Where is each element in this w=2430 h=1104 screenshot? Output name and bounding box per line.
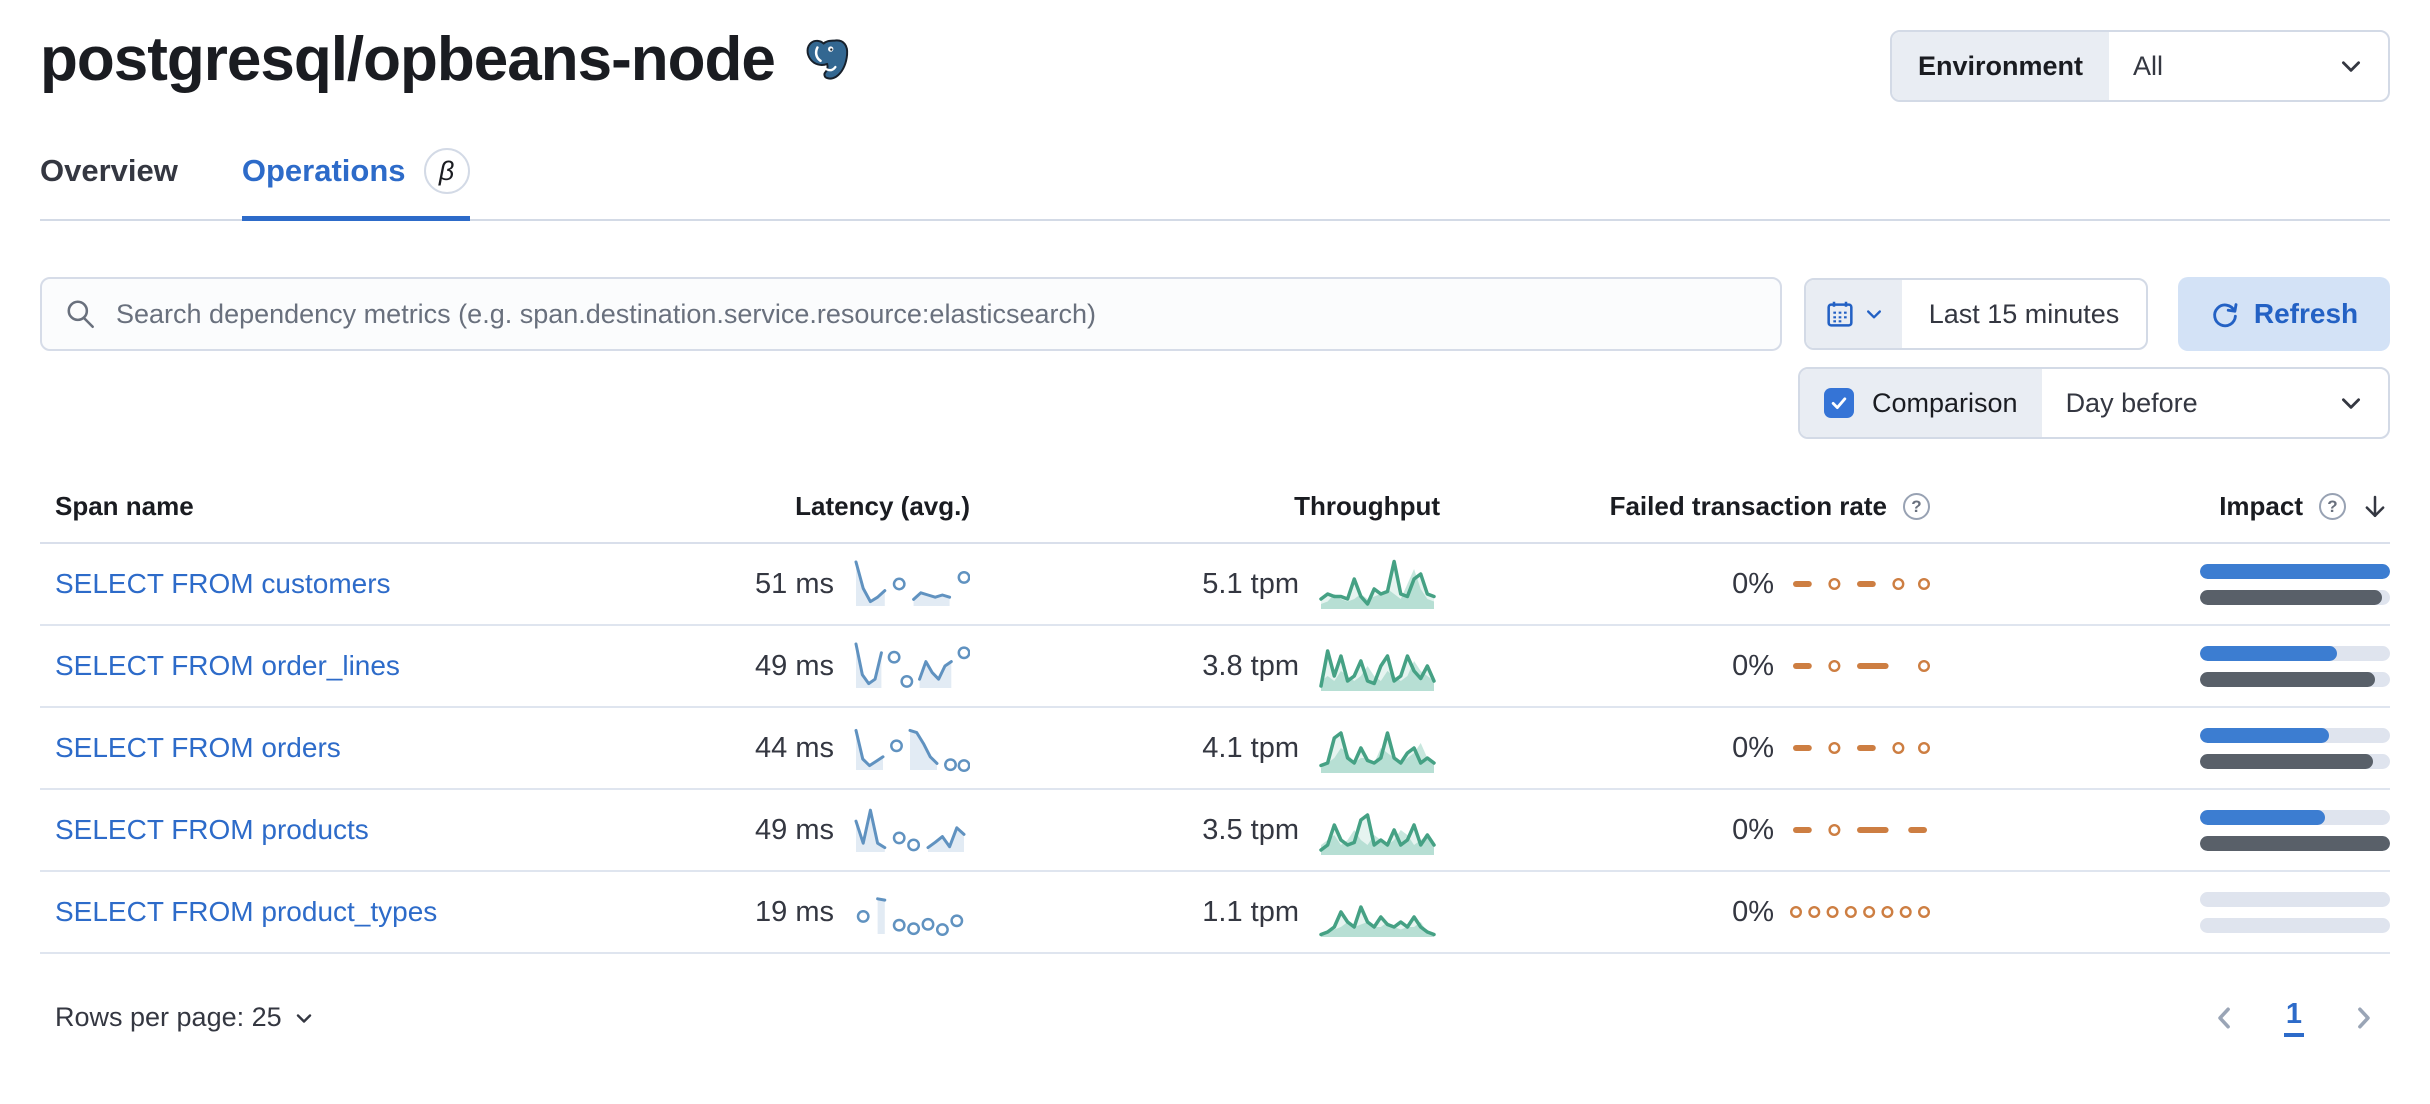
tab-overview[interactable]: Overview [40,148,178,221]
beta-badge: β [423,148,470,194]
failed-rate-sparkline [1790,648,1930,684]
latency-value: 19 ms [755,895,834,928]
chevron-down-icon [292,1006,316,1030]
comparison-label: Comparison [1872,387,2018,418]
table-header: Span name Latency (avg.) Throughput Fail… [40,491,2390,544]
page-header: postgresql/opbeans-node Environment All [40,25,2390,102]
latency-sparkline [850,638,970,694]
throughput-sparkline [1315,553,1440,615]
failed-rate-value: 0% [1732,649,1774,682]
failed-rate-value: 0% [1732,895,1774,928]
comparison-toggle[interactable]: Comparison [1800,369,2042,437]
failed-rate-sparkline [1790,730,1930,766]
col-latency[interactable]: Latency (avg.) [795,491,970,521]
table-row: SELECT FROM orders 44 ms 4.1 tpm 0% [40,708,2390,790]
throughput-sparkline [1315,635,1440,697]
failed-rate-value: 0% [1732,813,1774,846]
table-footer: Rows per page: 25 1 [40,998,2390,1037]
throughput-value: 5.1 tpm [1202,567,1299,600]
calendar-icon [1824,298,1856,330]
comparison-row: Comparison Day before [40,367,2390,439]
next-page-button[interactable] [2348,1003,2378,1033]
comparison-value: Day before [2065,387,2198,418]
throughput-sparkline [1315,881,1440,943]
throughput-sparkline [1315,717,1440,779]
environment-value: All [2133,50,2164,81]
span-link[interactable]: SELECT FROM order_lines [55,650,400,681]
impact-bars [2200,645,2390,687]
latency-sparkline [850,720,970,776]
table-row: SELECT FROM product_types 19 ms 1.1 tpm … [40,872,2390,954]
refresh-button[interactable]: Refresh [2178,277,2390,351]
chevron-down-icon [1864,304,1884,324]
throughput-value: 3.8 tpm [1202,649,1299,682]
refresh-label: Refresh [2253,298,2359,329]
operations-table: Span name Latency (avg.) Throughput Fail… [40,491,2390,954]
chevron-down-icon [2338,390,2364,416]
failed-rate-sparkline [1790,566,1930,602]
tab-operations-label: Operations [241,153,406,188]
table-row: SELECT FROM products 49 ms 3.5 tpm 0% [40,790,2390,872]
info-icon[interactable]: ? [2319,493,2346,520]
latency-value: 49 ms [755,813,834,846]
previous-page-button[interactable] [2210,1003,2240,1033]
tab-operations[interactable]: Operations β [241,148,470,221]
latency-sparkline [850,802,970,858]
tab-overview-label: Overview [40,153,178,188]
info-icon[interactable]: ? [1903,493,1930,520]
page-number-1[interactable]: 1 [2283,998,2304,1037]
col-span-name[interactable]: Span name [55,491,194,521]
latency-value: 49 ms [755,649,834,682]
dependency-operations-page: postgresql/opbeans-node Environment All [40,25,2390,1037]
rows-per-page-button[interactable]: Rows per page: 25 [55,1002,316,1033]
col-impact[interactable]: Impact? [1930,491,2390,522]
impact-bars [2200,563,2390,605]
span-link[interactable]: SELECT FROM products [55,814,369,845]
comparison-select[interactable]: Day before [2042,369,2388,437]
latency-value: 44 ms [755,731,834,764]
date-picker-quick-menu[interactable] [1806,280,1902,348]
environment-select[interactable]: Environment All [1890,30,2390,102]
failed-rate-sparkline [1790,812,1930,848]
throughput-sparkline [1315,799,1440,861]
throughput-value: 4.1 tpm [1202,731,1299,764]
impact-bars [2200,727,2390,769]
table-row: SELECT FROM order_lines 49 ms 3.8 tpm 0% [40,626,2390,708]
chevron-down-icon [2338,53,2364,79]
tabs: Overview Operations β [40,148,2390,221]
latency-sparkline [850,556,970,612]
latency-sparkline [850,884,970,940]
failed-rate-value: 0% [1732,731,1774,764]
span-link[interactable]: SELECT FROM product_types [55,896,438,927]
toolbar: Search dependency metrics (e.g. span.des… [40,277,2390,351]
impact-bars [2200,809,2390,851]
span-link[interactable]: SELECT FROM orders [55,732,341,763]
span-link[interactable]: SELECT FROM customers [55,568,391,599]
comparison-control: Comparison Day before [1798,367,2390,439]
throughput-value: 1.1 tpm [1202,895,1299,928]
page-title: postgresql/opbeans-node [40,25,776,94]
comparison-checkbox[interactable] [1824,388,1854,418]
failed-rate-value: 0% [1732,567,1774,600]
sort-desc-icon[interactable] [2360,492,2390,522]
postgresql-icon [801,35,851,85]
refresh-icon [2210,299,2240,329]
latency-value: 51 ms [755,567,834,600]
rows-per-page-label: Rows per page: 25 [55,1002,282,1032]
date-picker[interactable]: Last 15 minutes [1804,278,2148,350]
environment-label: Environment [1892,32,2110,100]
col-failed-rate[interactable]: Failed transaction rate? [1440,491,1930,522]
impact-bars [2200,891,2390,933]
col-throughput[interactable]: Throughput [1294,491,1440,521]
throughput-value: 3.5 tpm [1202,813,1299,846]
table-row: SELECT FROM customers 51 ms 5.1 tpm 0% [40,544,2390,626]
failed-rate-sparkline [1790,894,1930,930]
search-icon [64,297,98,331]
time-range-value[interactable]: Last 15 minutes [1928,298,2120,329]
pagination: 1 [2210,998,2378,1037]
search-placeholder: Search dependency metrics (e.g. span.des… [116,298,1096,329]
search-input[interactable]: Search dependency metrics (e.g. span.des… [40,277,1782,351]
